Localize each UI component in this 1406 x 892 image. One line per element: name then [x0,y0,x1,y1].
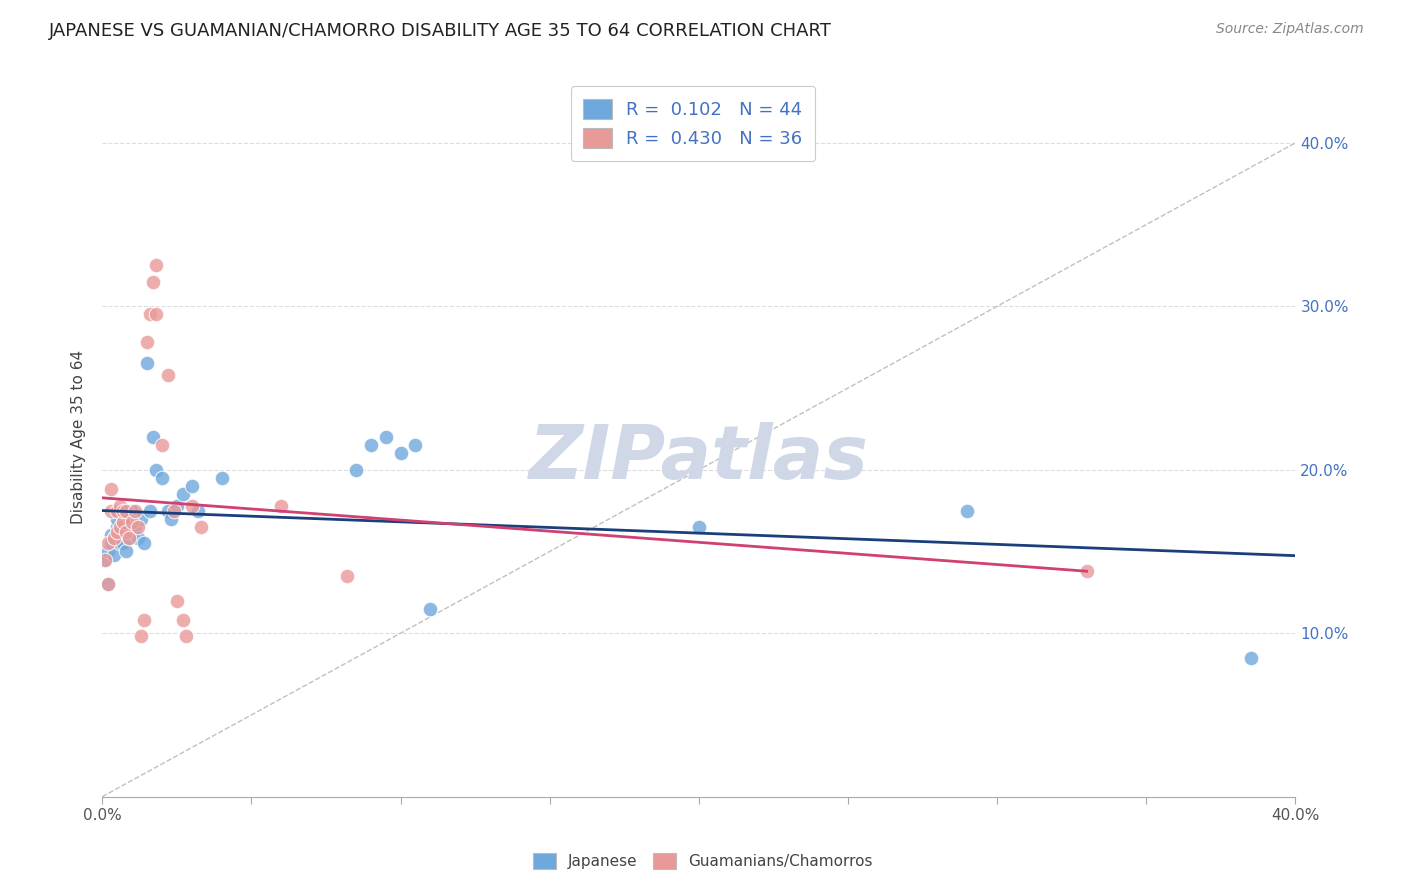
Point [688,520,710,534]
Point [374,430,396,444]
Point [115,544,138,558]
Point [166,499,188,513]
Point [360,438,382,452]
Legend: R =  0.102   N = 44, R =  0.430   N = 36: R = 0.102 N = 44, R = 0.430 N = 36 [571,87,815,161]
Point [211,471,233,485]
Point [108,499,131,513]
Point [112,503,135,517]
Point [97,544,120,558]
Point [139,308,162,322]
Point [118,532,141,546]
Point [1240,650,1263,665]
Point [1076,564,1098,578]
Point [163,503,186,517]
Point [389,446,412,460]
Point [115,523,138,537]
Point [103,532,125,546]
Point [270,499,292,513]
Point [112,515,135,529]
Point [105,520,128,534]
Point [127,532,149,546]
Point [344,463,367,477]
Point [419,601,441,615]
Point [112,515,135,529]
Point [136,335,159,350]
Point [190,520,212,534]
Point [115,524,138,539]
Point [150,438,173,452]
Point [121,503,143,517]
Point [115,503,138,517]
Point [127,520,149,534]
Point [139,503,162,517]
Point [124,503,146,517]
Point [166,593,188,607]
Point [404,438,426,452]
Point [156,368,179,382]
Point [121,524,143,539]
Point [100,528,122,542]
Text: Source: ZipAtlas.com: Source: ZipAtlas.com [1216,22,1364,37]
Point [159,512,181,526]
Text: JAPANESE VS GUAMANIAN/CHAMORRO DISABILITY AGE 35 TO 64 CORRELATION CHART: JAPANESE VS GUAMANIAN/CHAMORRO DISABILIT… [49,22,832,40]
Point [118,532,141,546]
Point [180,499,202,513]
Point [105,503,128,517]
Point [97,577,120,591]
Point [100,503,122,517]
Point [142,430,165,444]
Point [129,630,152,644]
Point [174,630,197,644]
Point [100,483,122,497]
Point [108,520,131,534]
Point [172,613,194,627]
Point [105,524,128,539]
Point [108,536,131,550]
Point [336,569,359,583]
Point [124,520,146,534]
Point [150,471,173,485]
Point [105,512,128,526]
Point [172,487,194,501]
Point [132,536,155,550]
Point [956,503,979,517]
Point [103,548,125,562]
Point [118,512,141,526]
Point [132,613,155,627]
Point [121,515,143,529]
Point [100,536,122,550]
Point [129,512,152,526]
Point [97,577,120,591]
Point [136,357,159,371]
Point [145,259,167,273]
Point [145,463,167,477]
Point [187,503,209,517]
Point [142,275,165,289]
Point [103,532,125,546]
Point [180,479,202,493]
Point [94,552,117,566]
Y-axis label: Disability Age 35 to 64: Disability Age 35 to 64 [72,350,86,524]
Point [112,536,135,550]
Point [156,503,179,517]
Text: ZIPatlas: ZIPatlas [529,422,869,495]
Point [97,536,120,550]
Point [94,552,117,566]
Legend: Japanese, Guamanians/Chamorros: Japanese, Guamanians/Chamorros [527,847,879,875]
Point [145,308,167,322]
Point [108,524,131,539]
